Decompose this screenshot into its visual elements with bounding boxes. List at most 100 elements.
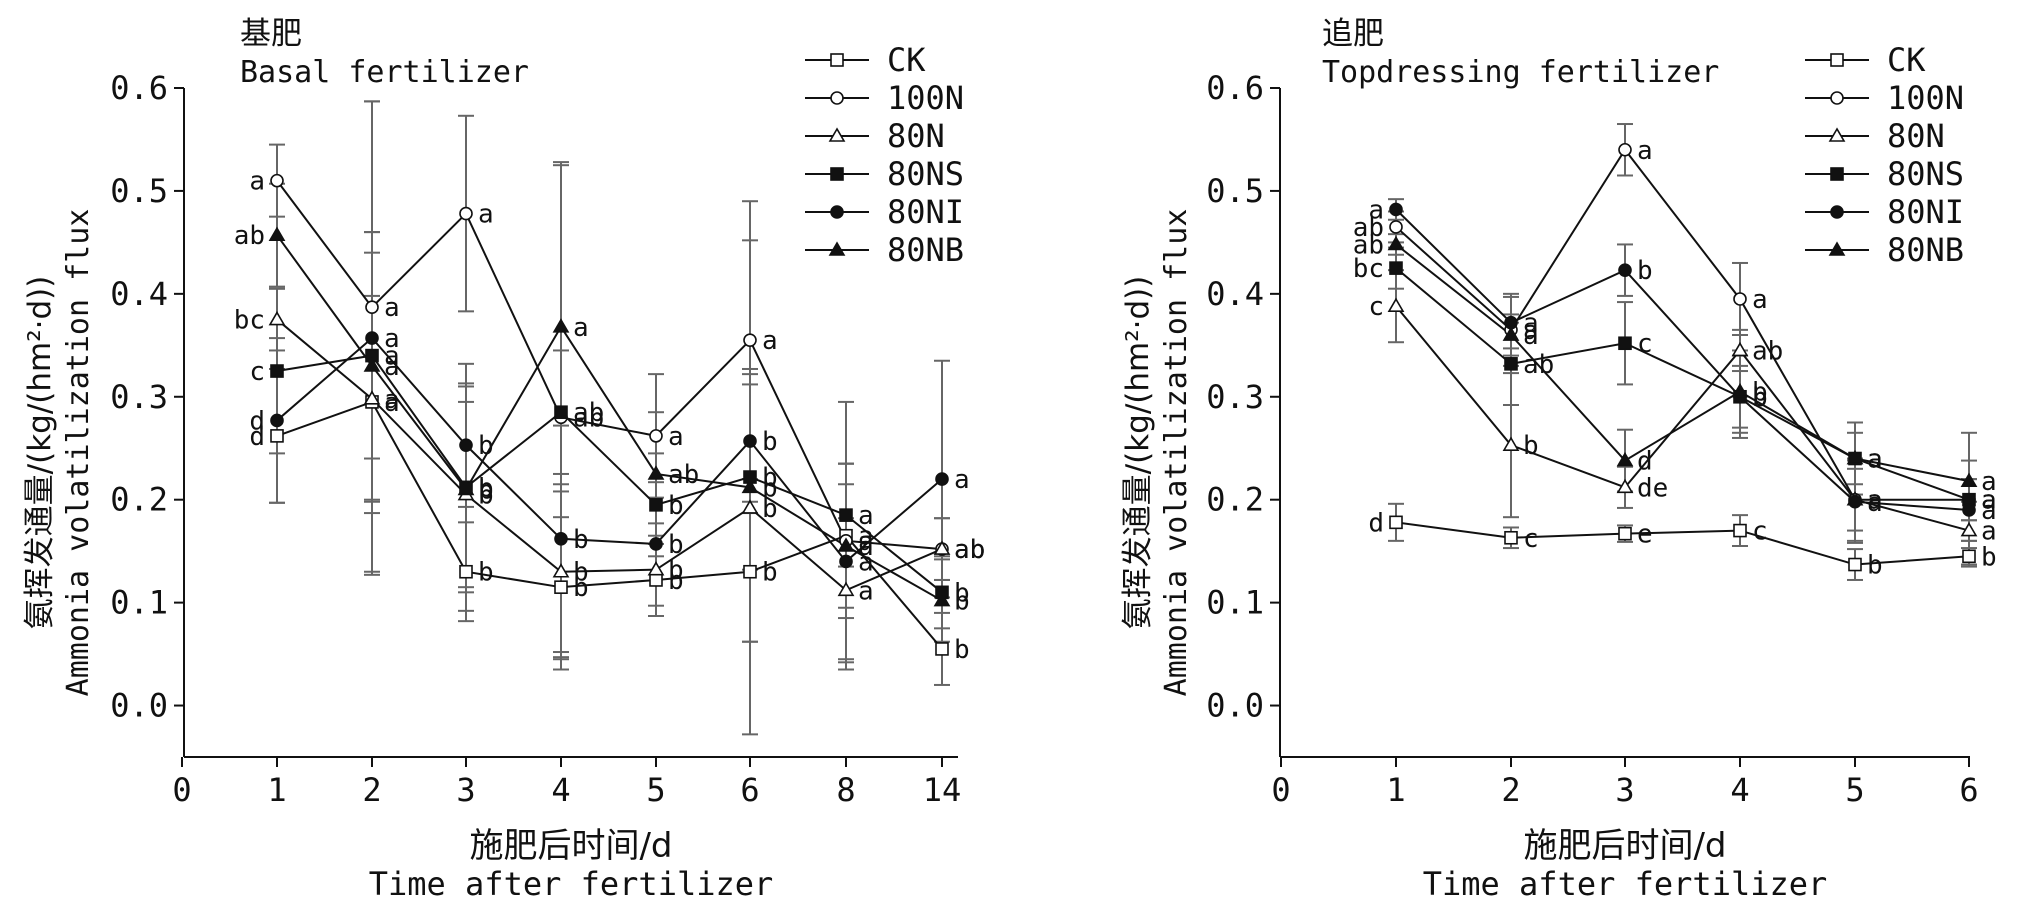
data-point-80n [1731, 341, 1749, 357]
data-point-100n [1733, 292, 1747, 306]
significance-label: c [1752, 517, 1768, 547]
data-point-80nb [741, 478, 759, 494]
legend-marker [830, 91, 844, 105]
significance-label: d [1368, 508, 1384, 538]
data-point-100n [365, 300, 379, 315]
significance-label: b [1752, 378, 1768, 408]
significance-label: bc [234, 306, 265, 336]
chart-subtitle: Basal fertilizer [240, 55, 529, 90]
data-point-80n [837, 581, 855, 597]
legend-label: 100N [1887, 79, 1964, 117]
significance-label: a [954, 465, 970, 495]
significance-label: b [478, 473, 494, 503]
data-point-ck [1848, 557, 1862, 572]
data-point-80ni [1618, 263, 1632, 277]
significance-label: b [573, 525, 589, 555]
data-point-ck [1618, 526, 1632, 541]
series-line-80nb [1395, 243, 1970, 483]
legend-label: 80NI [1887, 193, 1964, 231]
significance-label: b [668, 491, 684, 521]
y-axis-label-en: Ammonia volatilization flux [61, 209, 96, 697]
chart-subtitle: Topdressing fertilizer [1322, 55, 1719, 90]
significance-label: a [1523, 309, 1539, 339]
x-tick-label: 0 [172, 771, 191, 809]
data-point-80n [1387, 297, 1405, 312]
data-point-80ni [935, 472, 949, 486]
data-point-80n [647, 561, 665, 576]
x-tick-label: 0 [1271, 771, 1290, 809]
significance-label: b [954, 635, 970, 665]
significance-label: ab [573, 398, 604, 428]
significance-label: a [1637, 136, 1653, 166]
significance-label: a [1981, 486, 1997, 516]
significance-label: ab [234, 221, 265, 251]
data-point-ck [1389, 515, 1403, 530]
significance-label: a [478, 200, 494, 230]
legend-marker [1830, 53, 1844, 67]
significance-label: b [762, 494, 778, 524]
legend-marker [1830, 91, 1844, 105]
significance-label: a [384, 352, 400, 382]
data-point-ck [935, 642, 949, 656]
x-tick-label: 1 [1386, 771, 1405, 809]
series-line-ck [276, 400, 943, 650]
legend-marker [1830, 167, 1844, 181]
significance-label: a [858, 501, 874, 531]
data-point-80ni [365, 331, 379, 345]
data-point-100n [1618, 142, 1632, 157]
significance-label: b [668, 556, 684, 586]
data-point-ck [743, 564, 757, 579]
data-point-100n [649, 429, 663, 443]
significance-label: a [858, 576, 874, 606]
significance-label: b [478, 431, 494, 461]
data-point-80nb [837, 537, 855, 552]
data-point-80n [1616, 478, 1634, 494]
x-tick-label: 6 [1959, 771, 1978, 809]
significance-label: b [954, 587, 970, 617]
significance-label: b [478, 558, 494, 588]
y-tick-label: 0.3 [1206, 378, 1264, 416]
significance-label: b [1523, 431, 1539, 461]
significance-label: b [573, 558, 589, 588]
data-point-80ns [1618, 336, 1632, 351]
legend-label: 80NI [887, 193, 964, 231]
data-point-80ni [743, 434, 757, 448]
data-point-80nb [1387, 235, 1405, 251]
significance-label: a [762, 326, 778, 356]
significance-label: b [762, 558, 778, 588]
legend-label: 80NB [1887, 231, 1964, 269]
data-point-80n [268, 310, 286, 326]
significance-label: ab [1353, 230, 1384, 260]
x-tick-label: 2 [362, 771, 381, 809]
data-point-100n [743, 333, 757, 347]
data-point-80nb [1502, 326, 1520, 341]
data-point-80ns [1389, 261, 1403, 275]
significance-label: d [1637, 447, 1653, 477]
significance-label: b [668, 566, 684, 596]
data-point-80nb [268, 226, 286, 241]
series-line-80ns [1395, 267, 1970, 501]
y-tick-label: 0.4 [110, 275, 168, 313]
legend-label: CK [887, 41, 926, 79]
y-tick-label: 0.1 [1206, 584, 1264, 622]
significance-label: a [1752, 285, 1768, 315]
x-axis-label-cn: 施肥后时间/d [1523, 826, 1726, 866]
legend-marker [830, 53, 844, 67]
significance-label: a [1867, 488, 1883, 518]
data-point-80n [363, 390, 381, 405]
y-tick-label: 0.2 [1206, 481, 1264, 519]
significance-label: de [1637, 473, 1668, 503]
chart-title: 基肥 [240, 16, 302, 52]
significance-label: a [1523, 321, 1539, 351]
x-tick-label: 5 [1845, 771, 1864, 809]
significance-label: a [384, 293, 400, 323]
significance-label: a [1867, 486, 1883, 516]
significance-label: e [1637, 520, 1653, 550]
significance-label: a [1981, 517, 1997, 547]
significance-label: a [384, 388, 400, 418]
significance-label: a [384, 385, 400, 415]
chart-title: 追肥 [1322, 16, 1384, 52]
data-point-80ni [1848, 494, 1862, 509]
significance-label: b [1752, 383, 1768, 413]
significance-label: ab [668, 460, 699, 490]
